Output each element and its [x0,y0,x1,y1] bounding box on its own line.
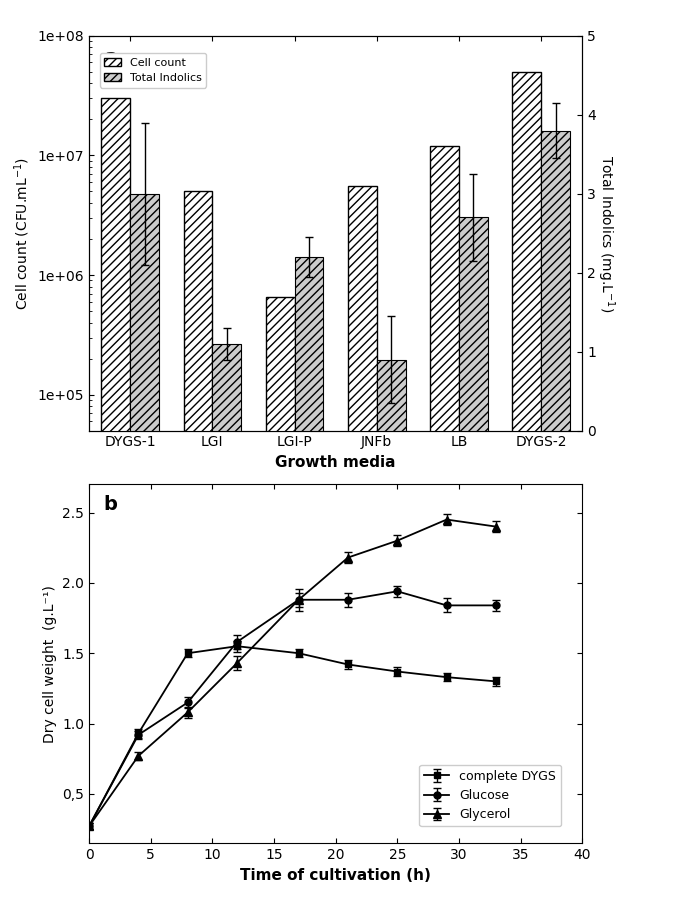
Legend: complete DYGS, Glucose, Glycerol: complete DYGS, Glucose, Glycerol [419,764,561,826]
Bar [512,72,541,897]
X-axis label: Growth media: Growth media [275,455,396,470]
Bar [377,360,406,431]
Bar [266,298,295,897]
Bar [295,257,323,431]
Bar [430,146,459,897]
Bar [130,194,159,431]
Bar [184,191,212,897]
X-axis label: Time of cultivation (h): Time of cultivation (h) [240,867,431,883]
Text: a: a [104,48,117,66]
Y-axis label: Cell count (CFU.mL$^{-1}$): Cell count (CFU.mL$^{-1}$) [12,157,32,309]
Bar [348,187,377,897]
Bar [459,217,488,431]
Bar [101,99,130,897]
Y-axis label: Dry cell weight  (g.L⁻¹): Dry cell weight (g.L⁻¹) [42,585,57,743]
Legend: Cell count, Total Indolics: Cell count, Total Indolics [99,53,206,88]
Y-axis label: Total Indolics (mg.L$^{-1}$): Total Indolics (mg.L$^{-1}$) [595,154,616,312]
Text: b: b [104,495,118,514]
Bar [541,131,570,431]
Bar [212,344,241,431]
